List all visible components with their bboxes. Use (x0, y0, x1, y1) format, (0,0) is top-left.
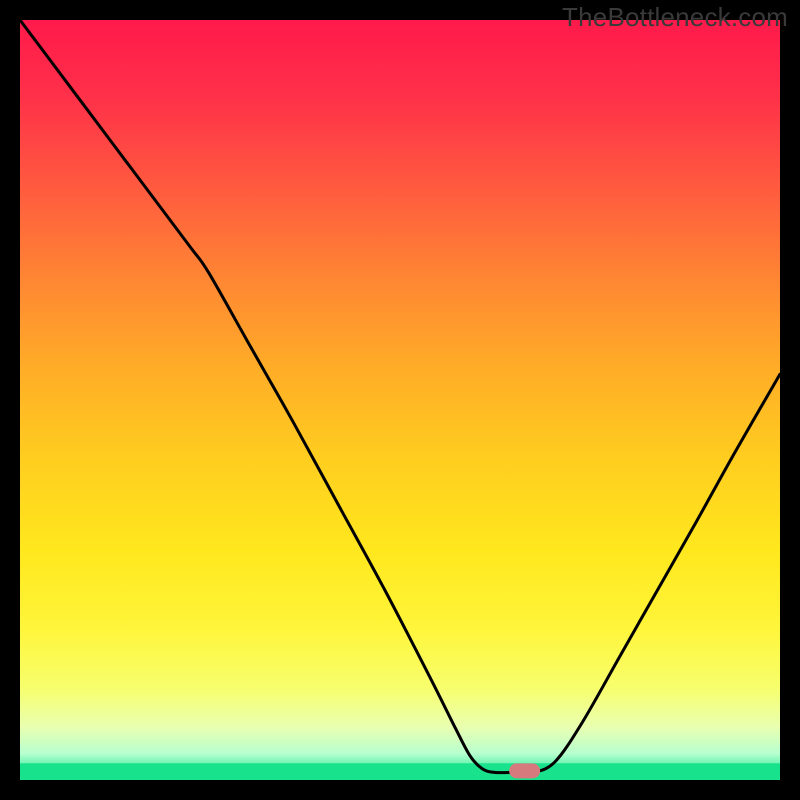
chart-stage: TheBottleneck.com (0, 0, 800, 800)
bottleneck-chart-svg (0, 0, 800, 800)
baseline-green-band (20, 763, 780, 780)
minimum-marker-pill (510, 764, 540, 778)
gradient-background-rect (20, 20, 780, 780)
